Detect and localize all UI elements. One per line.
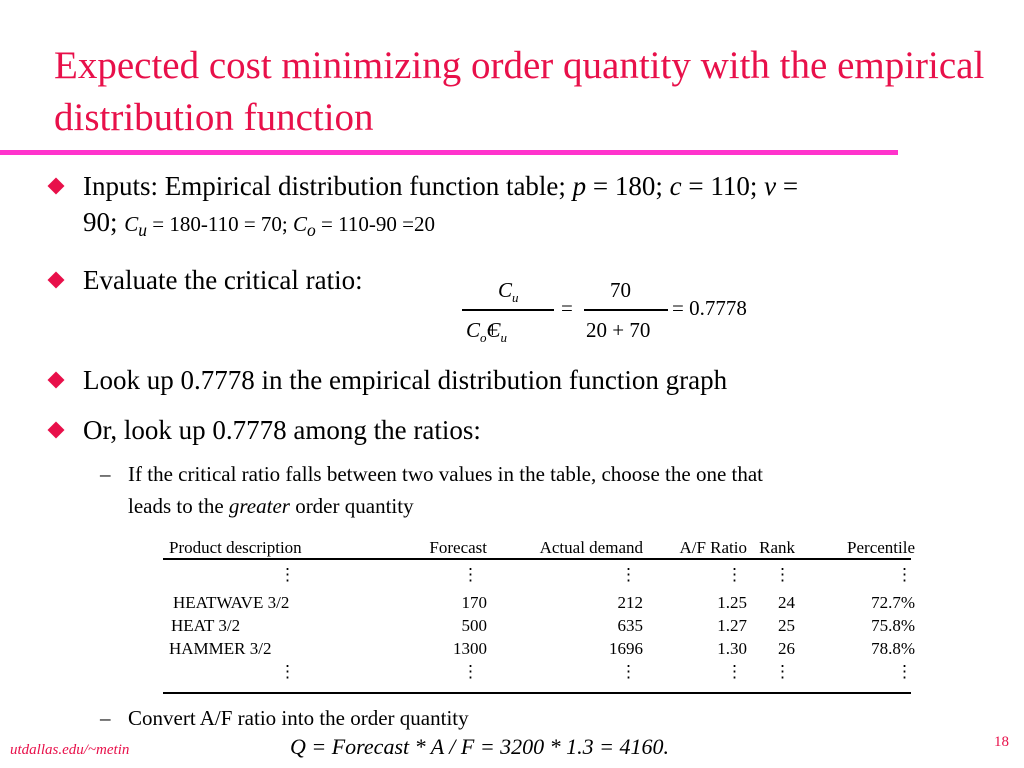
footer-url: utdallas.edu/~metin [10, 742, 130, 758]
cell-actual-demand: 635 [617, 615, 644, 635]
var-c: c [669, 171, 682, 201]
table-ellipsis-row-top: ⋮ ⋮ ⋮ ⋮ ⋮ ⋮ [163, 559, 915, 591]
ratio-den-sub-o: o [480, 330, 487, 346]
ellipsis-icon: ⋮ [279, 565, 296, 584]
cell-af-ratio: 1.30 [717, 638, 747, 658]
var-p: p [572, 171, 587, 201]
order-quantity-formula: Q = Forecast * A / F = 3200 * 1.3 = 4160… [290, 734, 669, 760]
dash-icon: – [100, 706, 111, 730]
table-header-rule [163, 558, 911, 560]
ratio-num-c: C [498, 278, 513, 302]
ratio-fraction-bar-1 [462, 309, 554, 311]
cell-forecast: 170 [461, 592, 488, 612]
slide-title: Expected cost minimizing order quantity … [54, 44, 985, 139]
sub-bullet-line1: If the critical ratio falls between two … [128, 462, 764, 486]
ratio-fraction-bar-2 [584, 309, 668, 311]
ratio-numerator-value: 70 [610, 278, 631, 302]
inputs-p-value: = 180; [586, 171, 670, 201]
sub-bullet-emphasis: greater [228, 494, 290, 518]
cell-percentile: 72.7% [871, 592, 915, 612]
header-product-description: Product description [169, 537, 302, 557]
ellipsis-icon: ⋮ [620, 565, 637, 584]
inputs-v-value: 90; [83, 207, 125, 237]
ratio-num-sub: u [512, 290, 519, 306]
ratio-den-plus: + [486, 318, 499, 342]
co-calculation: = 110-90 =20 [315, 212, 435, 236]
table-ellipsis-row-bottom: ⋮ ⋮ ⋮ ⋮ ⋮ ⋮ [163, 660, 915, 684]
table-row: HEAT 3/2 500 635 1.27 25 75.8% [163, 614, 915, 637]
diamond-bullet-icon [47, 177, 65, 195]
cell-product: HEATWAVE 3/2 [173, 592, 290, 612]
page-number: 18 [994, 734, 1009, 750]
bullet-lookup-ratios-text: Or, look up 0.7778 among the ratios: [83, 415, 481, 445]
header-af-ratio: A/F Ratio [679, 537, 747, 557]
ellipsis-icon: ⋮ [620, 662, 637, 681]
ellipsis-icon: ⋮ [896, 565, 913, 584]
table-row: HAMMER 3/2 1300 1696 1.30 26 78.8% [163, 637, 915, 660]
cell-percentile: 78.8% [871, 638, 915, 658]
ratio-result: = 0.7778 [672, 296, 747, 320]
inputs-v-equals: = [776, 171, 799, 201]
cu-calculation: = 180-110 = 70; [147, 212, 294, 236]
table-header-row: Product description Forecast Actual dema… [163, 536, 915, 559]
order-quantity-formula-text: Q = Forecast * A / F = 3200 * 1.3 = 4160… [290, 734, 670, 759]
header-forecast: Forecast [429, 537, 487, 557]
ratio-equals-1: = [561, 296, 573, 320]
diamond-bullet-icon [47, 371, 65, 389]
ellipsis-icon: ⋮ [896, 662, 913, 681]
ratio-den-c1: C [466, 318, 481, 342]
cell-percentile: 75.8% [871, 615, 915, 635]
ellipsis-icon: ⋮ [774, 565, 791, 584]
bullet-inputs-line2: 90; Cu = 180-110 = 70; Co = 110-90 =20 [83, 204, 435, 248]
ratio-denominator-value: 20 + 70 [586, 318, 651, 342]
ratio-numerator: Cu [498, 278, 519, 306]
ellipsis-icon: ⋮ [462, 565, 479, 584]
sub-bullet-line2: leads to the greater order quantity [128, 490, 414, 522]
header-actual-demand: Actual demand [539, 537, 643, 557]
bullet-lookup-graph-text: Look up 0.7778 in the empirical distribu… [83, 365, 728, 395]
sub-bullet-line2-start: leads to the [128, 494, 229, 518]
table-bottom-rule [163, 692, 911, 694]
cell-actual-demand: 212 [617, 592, 644, 612]
ellipsis-icon: ⋮ [279, 662, 296, 681]
var-v: v [764, 171, 777, 201]
cell-product: HEAT 3/2 [171, 615, 241, 635]
sub-bullet-line2-end: order quantity [289, 494, 414, 518]
bullet-critical-ratio-text: Evaluate the critical ratio: [83, 265, 363, 295]
af-ratio-table: Product description Forecast Actual dema… [163, 536, 915, 684]
ellipsis-icon: ⋮ [774, 662, 791, 681]
ellipsis-icon: ⋮ [726, 565, 743, 584]
ratio-den-c2: C [486, 318, 501, 342]
var-co: C [293, 212, 308, 236]
cell-forecast: 1300 [453, 638, 487, 658]
diamond-bullet-icon [47, 271, 65, 289]
cell-rank: 26 [778, 638, 795, 658]
header-rank: Rank [759, 537, 795, 557]
cell-forecast: 500 [461, 615, 488, 635]
diamond-bullet-icon [47, 421, 65, 439]
var-co-sub: o [307, 220, 316, 241]
ratio-den-sub-u: u [500, 330, 508, 346]
cell-rank: 25 [778, 615, 795, 635]
cell-actual-demand: 1696 [609, 638, 643, 658]
bullet-inputs-line1: Inputs: Empirical distribution function … [83, 168, 798, 204]
ellipsis-icon: ⋮ [462, 662, 479, 681]
cell-product: HAMMER 3/2 [169, 638, 272, 658]
cell-rank: 24 [778, 592, 795, 612]
cell-af-ratio: 1.27 [717, 615, 747, 635]
cell-af-ratio: 1.25 [717, 592, 747, 612]
header-percentile: Percentile [847, 537, 915, 557]
inputs-text: Inputs: Empirical distribution function … [83, 171, 573, 201]
title-divider [0, 150, 898, 155]
ratio-denominator: Co + Cu [466, 318, 507, 346]
dash-icon: – [100, 462, 111, 486]
critical-ratio-formula: Cu Co + Cu = 70 20 + 70 = 0.7778 [460, 276, 780, 356]
sub-bullet-convert-text: Convert A/F ratio into the order quantit… [128, 706, 469, 730]
table-row: HEATWAVE 3/2 170 212 1.25 24 72.7% [163, 591, 915, 614]
inputs-c-value: = 110; [681, 171, 765, 201]
var-cu: C [124, 212, 139, 236]
var-cu-sub: u [138, 220, 148, 241]
ellipsis-icon: ⋮ [726, 662, 743, 681]
